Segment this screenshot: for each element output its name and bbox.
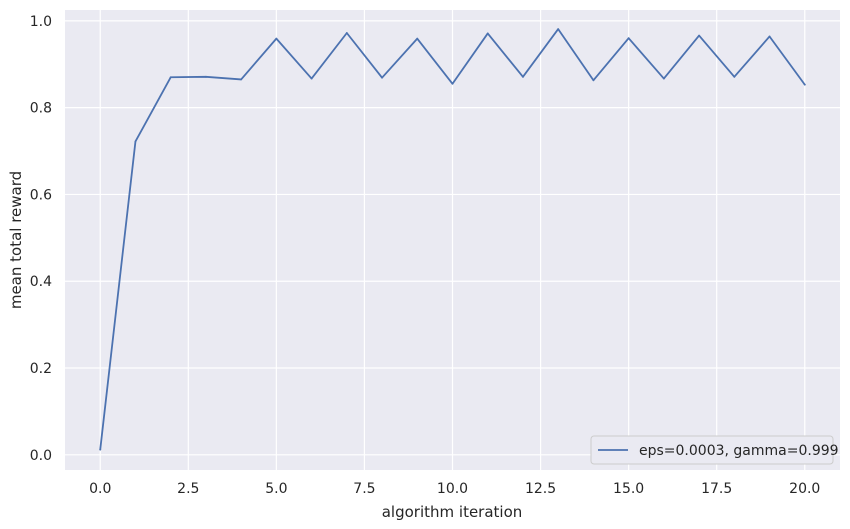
x-tick-label: 7.5 bbox=[353, 481, 375, 497]
x-tick-label: 2.5 bbox=[177, 481, 199, 497]
y-tick-label: 0.2 bbox=[30, 361, 52, 377]
data-point bbox=[662, 77, 665, 80]
data-point bbox=[698, 34, 700, 37]
x-tick-label: 0.0 bbox=[89, 481, 111, 497]
data-point bbox=[486, 32, 489, 35]
x-tick-label: 10.0 bbox=[437, 481, 468, 497]
data-point bbox=[733, 75, 736, 78]
data-point bbox=[803, 83, 806, 86]
data-point bbox=[275, 37, 278, 40]
data-point bbox=[240, 78, 243, 81]
tick-labels: 0.0 2.5 5.0 7.5 10.0 12.5 15.0 17.5 20.0 0.0 0.2 0.… bbox=[30, 14, 821, 497]
data-point bbox=[416, 37, 419, 40]
data-point bbox=[592, 79, 595, 82]
x-tick-label: 12.5 bbox=[525, 481, 556, 497]
data-point bbox=[345, 32, 348, 34]
y-tick-label: 0.4 bbox=[30, 274, 52, 290]
data-point bbox=[310, 77, 313, 80]
y-axis-label: mean total reward bbox=[7, 171, 25, 309]
legend: eps=0.0003, gamma=0.999 bbox=[590, 435, 839, 465]
data-point bbox=[381, 76, 383, 79]
x-tick-label: 5.0 bbox=[265, 481, 287, 497]
data-point bbox=[768, 35, 771, 38]
y-tick-label: 0.8 bbox=[30, 101, 52, 117]
x-tick-label: 15.0 bbox=[613, 481, 644, 497]
y-tick-label: 0.6 bbox=[30, 187, 52, 203]
x-axis-label: algorithm iteration bbox=[382, 503, 523, 521]
x-tick-label: 20.0 bbox=[789, 481, 820, 497]
y-tick-label: 1.0 bbox=[30, 14, 52, 30]
y-tick-label: 0.0 bbox=[30, 448, 52, 464]
series-layer bbox=[99, 28, 806, 451]
x-tick-label: 17.5 bbox=[701, 481, 732, 497]
data-point bbox=[557, 28, 560, 30]
data-point bbox=[169, 76, 172, 79]
data-point bbox=[451, 82, 454, 85]
legend-label: eps=0.0003, gamma=0.999 bbox=[639, 443, 839, 459]
data-point bbox=[99, 448, 102, 451]
data-point bbox=[522, 75, 524, 78]
data-point bbox=[205, 75, 207, 78]
data-point bbox=[134, 140, 137, 143]
data-point bbox=[627, 37, 630, 40]
legend-box bbox=[590, 435, 834, 465]
